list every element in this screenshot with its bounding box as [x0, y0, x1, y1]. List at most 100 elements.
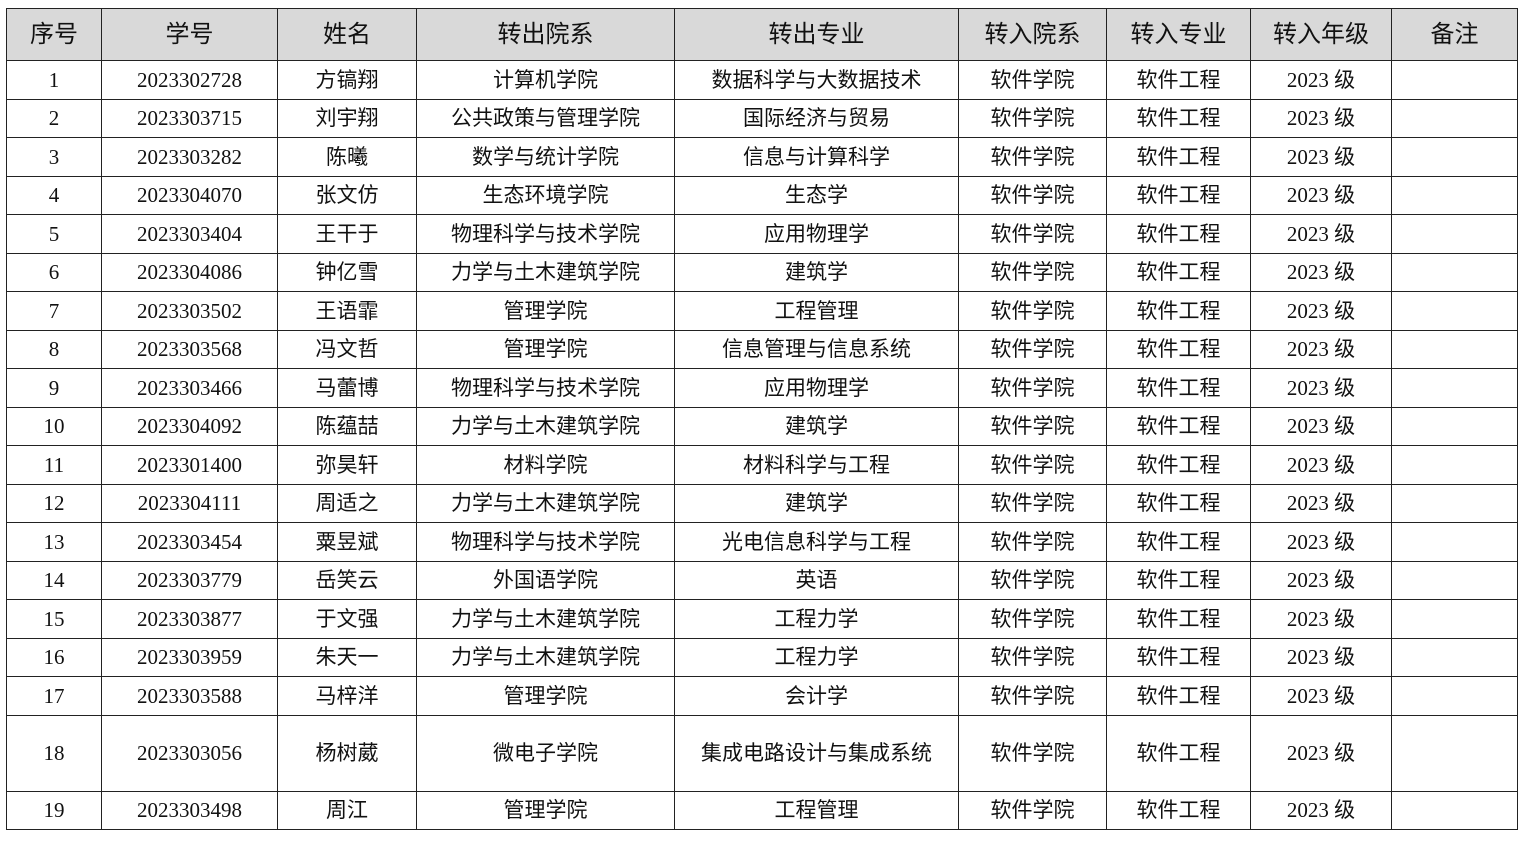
cell-name: 陈曦	[277, 137, 417, 177]
cell-to-major: 软件工程	[1106, 790, 1251, 830]
cell-from-department: 外国语学院	[416, 560, 675, 600]
cell-to-grade: 2023 级	[1250, 368, 1392, 408]
cell-to-grade: 2023 级	[1250, 560, 1392, 600]
table-row: 14 2023303779 岳笑云 外国语学院 英语 软件学院 软件工程 2023 级	[6, 560, 1518, 600]
cell-to-department: 软件学院	[958, 483, 1107, 523]
cell-to-department: 软件学院	[958, 329, 1107, 369]
cell-student-id: 2023303779	[101, 560, 278, 600]
cell-index: 13	[6, 522, 102, 562]
cell-from-department: 物理科学与技术学院	[416, 522, 675, 562]
cell-to-department: 软件学院	[958, 599, 1107, 639]
cell-remarks	[1391, 790, 1518, 830]
cell-to-major: 软件工程	[1106, 637, 1251, 677]
cell-to-grade: 2023 级	[1250, 637, 1392, 677]
cell-remarks	[1391, 483, 1518, 523]
cell-from-department: 公共政策与管理学院	[416, 98, 675, 138]
cell-name: 马梓洋	[277, 676, 417, 716]
table-row: 2 2023303715 刘宇翔 公共政策与管理学院 国际经济与贸易 软件学院 软件工程 20…	[6, 98, 1518, 138]
cell-to-grade: 2023 级	[1250, 483, 1392, 523]
cell-student-id: 2023303498	[101, 790, 278, 830]
cell-to-major: 软件工程	[1106, 714, 1251, 792]
table-row: 3 2023303282 陈曦 数学与统计学院 信息与计算科学 软件学院 软件工程 2023 …	[6, 137, 1518, 177]
cell-from-department: 力学与土木建筑学院	[416, 252, 675, 292]
cell-remarks	[1391, 98, 1518, 138]
cell-to-department: 软件学院	[958, 252, 1107, 292]
cell-name: 于文强	[277, 599, 417, 639]
cell-name: 王语霏	[277, 291, 417, 331]
cell-to-department: 软件学院	[958, 137, 1107, 177]
cell-from-major: 光电信息科学与工程	[674, 522, 959, 562]
cell-student-id: 2023303959	[101, 637, 278, 677]
cell-index: 10	[6, 406, 102, 446]
cell-name: 刘宇翔	[277, 98, 417, 138]
table-row: 15 2023303877 于文强 力学与土木建筑学院 工程力学 软件学院 软件工程 2023…	[6, 599, 1518, 639]
cell-student-id: 2023304092	[101, 406, 278, 446]
cell-index: 5	[6, 214, 102, 254]
table-row: 5 2023303404 王干于 物理科学与技术学院 应用物理学 软件学院 软件工程 2023…	[6, 214, 1518, 254]
cell-from-department: 微电子学院	[416, 714, 675, 792]
cell-from-department: 管理学院	[416, 676, 675, 716]
cell-from-major: 应用物理学	[674, 214, 959, 254]
cell-to-grade: 2023 级	[1250, 445, 1392, 485]
cell-to-department: 软件学院	[958, 175, 1107, 215]
cell-student-id: 2023303588	[101, 676, 278, 716]
cell-to-major: 软件工程	[1106, 560, 1251, 600]
table-row: 8 2023303568 冯文哲 管理学院 信息管理与信息系统 软件学院 软件工程 2023 …	[6, 329, 1518, 369]
cell-student-id: 2023303502	[101, 291, 278, 331]
cell-name: 周适之	[277, 483, 417, 523]
cell-student-id: 2023303568	[101, 329, 278, 369]
cell-from-department: 管理学院	[416, 790, 675, 830]
cell-from-department: 物理科学与技术学院	[416, 368, 675, 408]
cell-to-major: 软件工程	[1106, 175, 1251, 215]
table-row: 11 2023301400 弥昊轩 材料学院 材料科学与工程 软件学院 软件工程 2023 级	[6, 445, 1518, 485]
table-row: 17 2023303588 马梓洋 管理学院 会计学 软件学院 软件工程 2023 级	[6, 676, 1518, 716]
cell-from-major: 生态学	[674, 175, 959, 215]
cell-to-department: 软件学院	[958, 522, 1107, 562]
cell-name: 弥昊轩	[277, 445, 417, 485]
cell-to-department: 软件学院	[958, 637, 1107, 677]
cell-to-major: 软件工程	[1106, 98, 1251, 138]
cell-to-grade: 2023 级	[1250, 522, 1392, 562]
cell-to-major: 软件工程	[1106, 214, 1251, 254]
cell-to-grade: 2023 级	[1250, 252, 1392, 292]
cell-to-major: 软件工程	[1106, 291, 1251, 331]
cell-to-grade: 2023 级	[1250, 599, 1392, 639]
cell-name: 陈蕴喆	[277, 406, 417, 446]
table-row: 7 2023303502 王语霏 管理学院 工程管理 软件学院 软件工程 2023 级	[6, 291, 1518, 331]
cell-index: 2	[6, 98, 102, 138]
cell-from-major: 数据科学与大数据技术	[674, 60, 959, 100]
cell-to-department: 软件学院	[958, 291, 1107, 331]
cell-remarks	[1391, 637, 1518, 677]
cell-remarks	[1391, 406, 1518, 446]
cell-name: 杨树葳	[277, 714, 417, 792]
cell-name: 粟昱斌	[277, 522, 417, 562]
cell-to-department: 软件学院	[958, 676, 1107, 716]
cell-from-major: 建筑学	[674, 252, 959, 292]
cell-name: 马蕾博	[277, 368, 417, 408]
cell-name: 张文仿	[277, 175, 417, 215]
cell-to-grade: 2023 级	[1250, 175, 1392, 215]
cell-from-department: 生态环境学院	[416, 175, 675, 215]
cell-to-grade: 2023 级	[1250, 291, 1392, 331]
cell-from-major: 建筑学	[674, 483, 959, 523]
cell-to-grade: 2023 级	[1250, 329, 1392, 369]
cell-index: 9	[6, 368, 102, 408]
cell-remarks	[1391, 368, 1518, 408]
cell-index: 8	[6, 329, 102, 369]
cell-to-grade: 2023 级	[1250, 406, 1392, 446]
cell-remarks	[1391, 522, 1518, 562]
cell-index: 3	[6, 137, 102, 177]
cell-index: 14	[6, 560, 102, 600]
cell-index: 18	[6, 714, 102, 792]
table-row: 12 2023304111 周适之 力学与土木建筑学院 建筑学 软件学院 软件工程 2023 …	[6, 483, 1518, 523]
cell-from-major: 工程力学	[674, 599, 959, 639]
cell-from-major: 工程管理	[674, 790, 959, 830]
cell-student-id: 2023304070	[101, 175, 278, 215]
cell-from-department: 数学与统计学院	[416, 137, 675, 177]
cell-student-id: 2023301400	[101, 445, 278, 485]
cell-index: 19	[6, 790, 102, 830]
cell-from-major: 国际经济与贸易	[674, 98, 959, 138]
cell-to-major: 软件工程	[1106, 406, 1251, 446]
cell-to-grade: 2023 级	[1250, 714, 1392, 792]
cell-from-major: 信息与计算科学	[674, 137, 959, 177]
